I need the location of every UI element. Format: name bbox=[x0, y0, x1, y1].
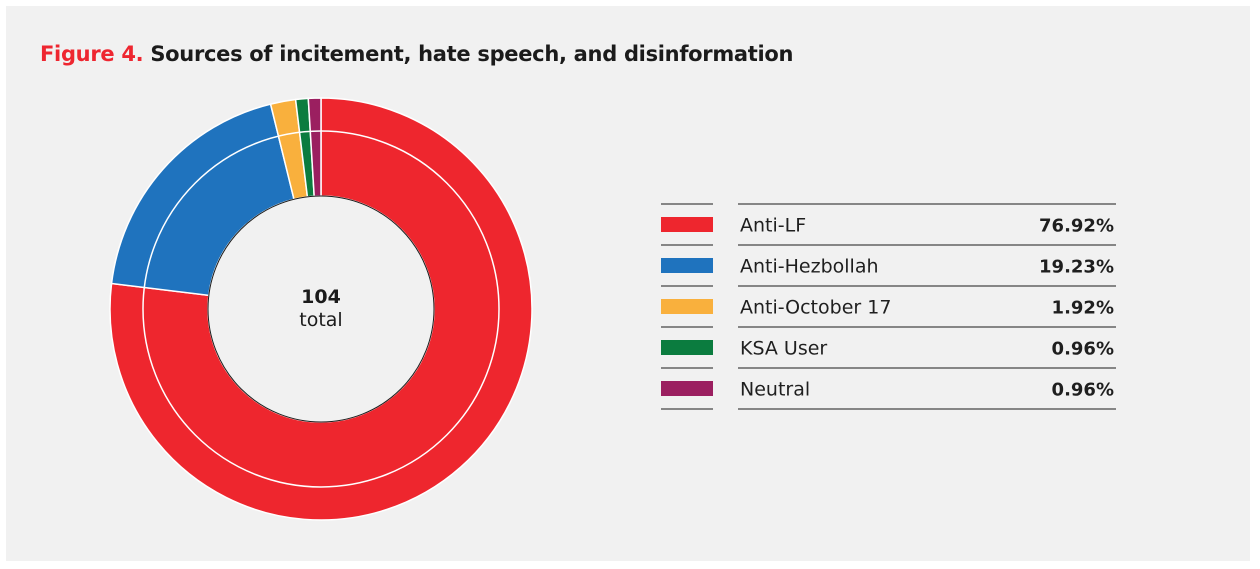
figure-title: Figure 4. Sources of incitement, hate sp… bbox=[40, 42, 794, 66]
legend-rows: Anti-LF 76.92% Anti-Hezbollah 19.23% Anti-Oc… bbox=[661, 203, 1116, 410]
donut-slices bbox=[109, 97, 533, 521]
legend-swatch bbox=[661, 299, 713, 314]
figure-title-text: Sources of incitement, hate speech, and … bbox=[150, 42, 794, 66]
legend-swatch bbox=[661, 258, 713, 273]
donut-chart: 104 total bbox=[109, 97, 533, 521]
figure-label: Figure 4. bbox=[40, 42, 144, 66]
legend-label: Neutral bbox=[740, 379, 810, 401]
legend-value: 0.96% bbox=[1052, 339, 1114, 360]
legend-value: 76.92% bbox=[1039, 216, 1114, 237]
center-circle bbox=[207, 195, 435, 423]
legend-swatch bbox=[661, 381, 713, 396]
legend-value: 0.96% bbox=[1052, 380, 1114, 401]
legend-label: Anti-October 17 bbox=[740, 297, 891, 319]
legend-label: Anti-Hezbollah bbox=[740, 256, 879, 278]
legend-label: Anti-LF bbox=[740, 215, 806, 237]
legend-value: 1.92% bbox=[1052, 298, 1114, 319]
center-total-value: 104 bbox=[301, 286, 341, 308]
legend-label: KSA User bbox=[740, 338, 827, 360]
legend-swatch bbox=[661, 340, 713, 355]
figure-panel: Figure 4. Sources of incitement, hate sp… bbox=[6, 6, 1250, 561]
legend: Anti-LF 76.92% Anti-Hezbollah 19.23% Anti-Oc… bbox=[661, 203, 1116, 410]
legend-value: 19.23% bbox=[1039, 257, 1114, 278]
legend-swatch bbox=[661, 217, 713, 232]
ring-separator bbox=[142, 130, 500, 488]
center-total-label: total bbox=[299, 309, 342, 331]
